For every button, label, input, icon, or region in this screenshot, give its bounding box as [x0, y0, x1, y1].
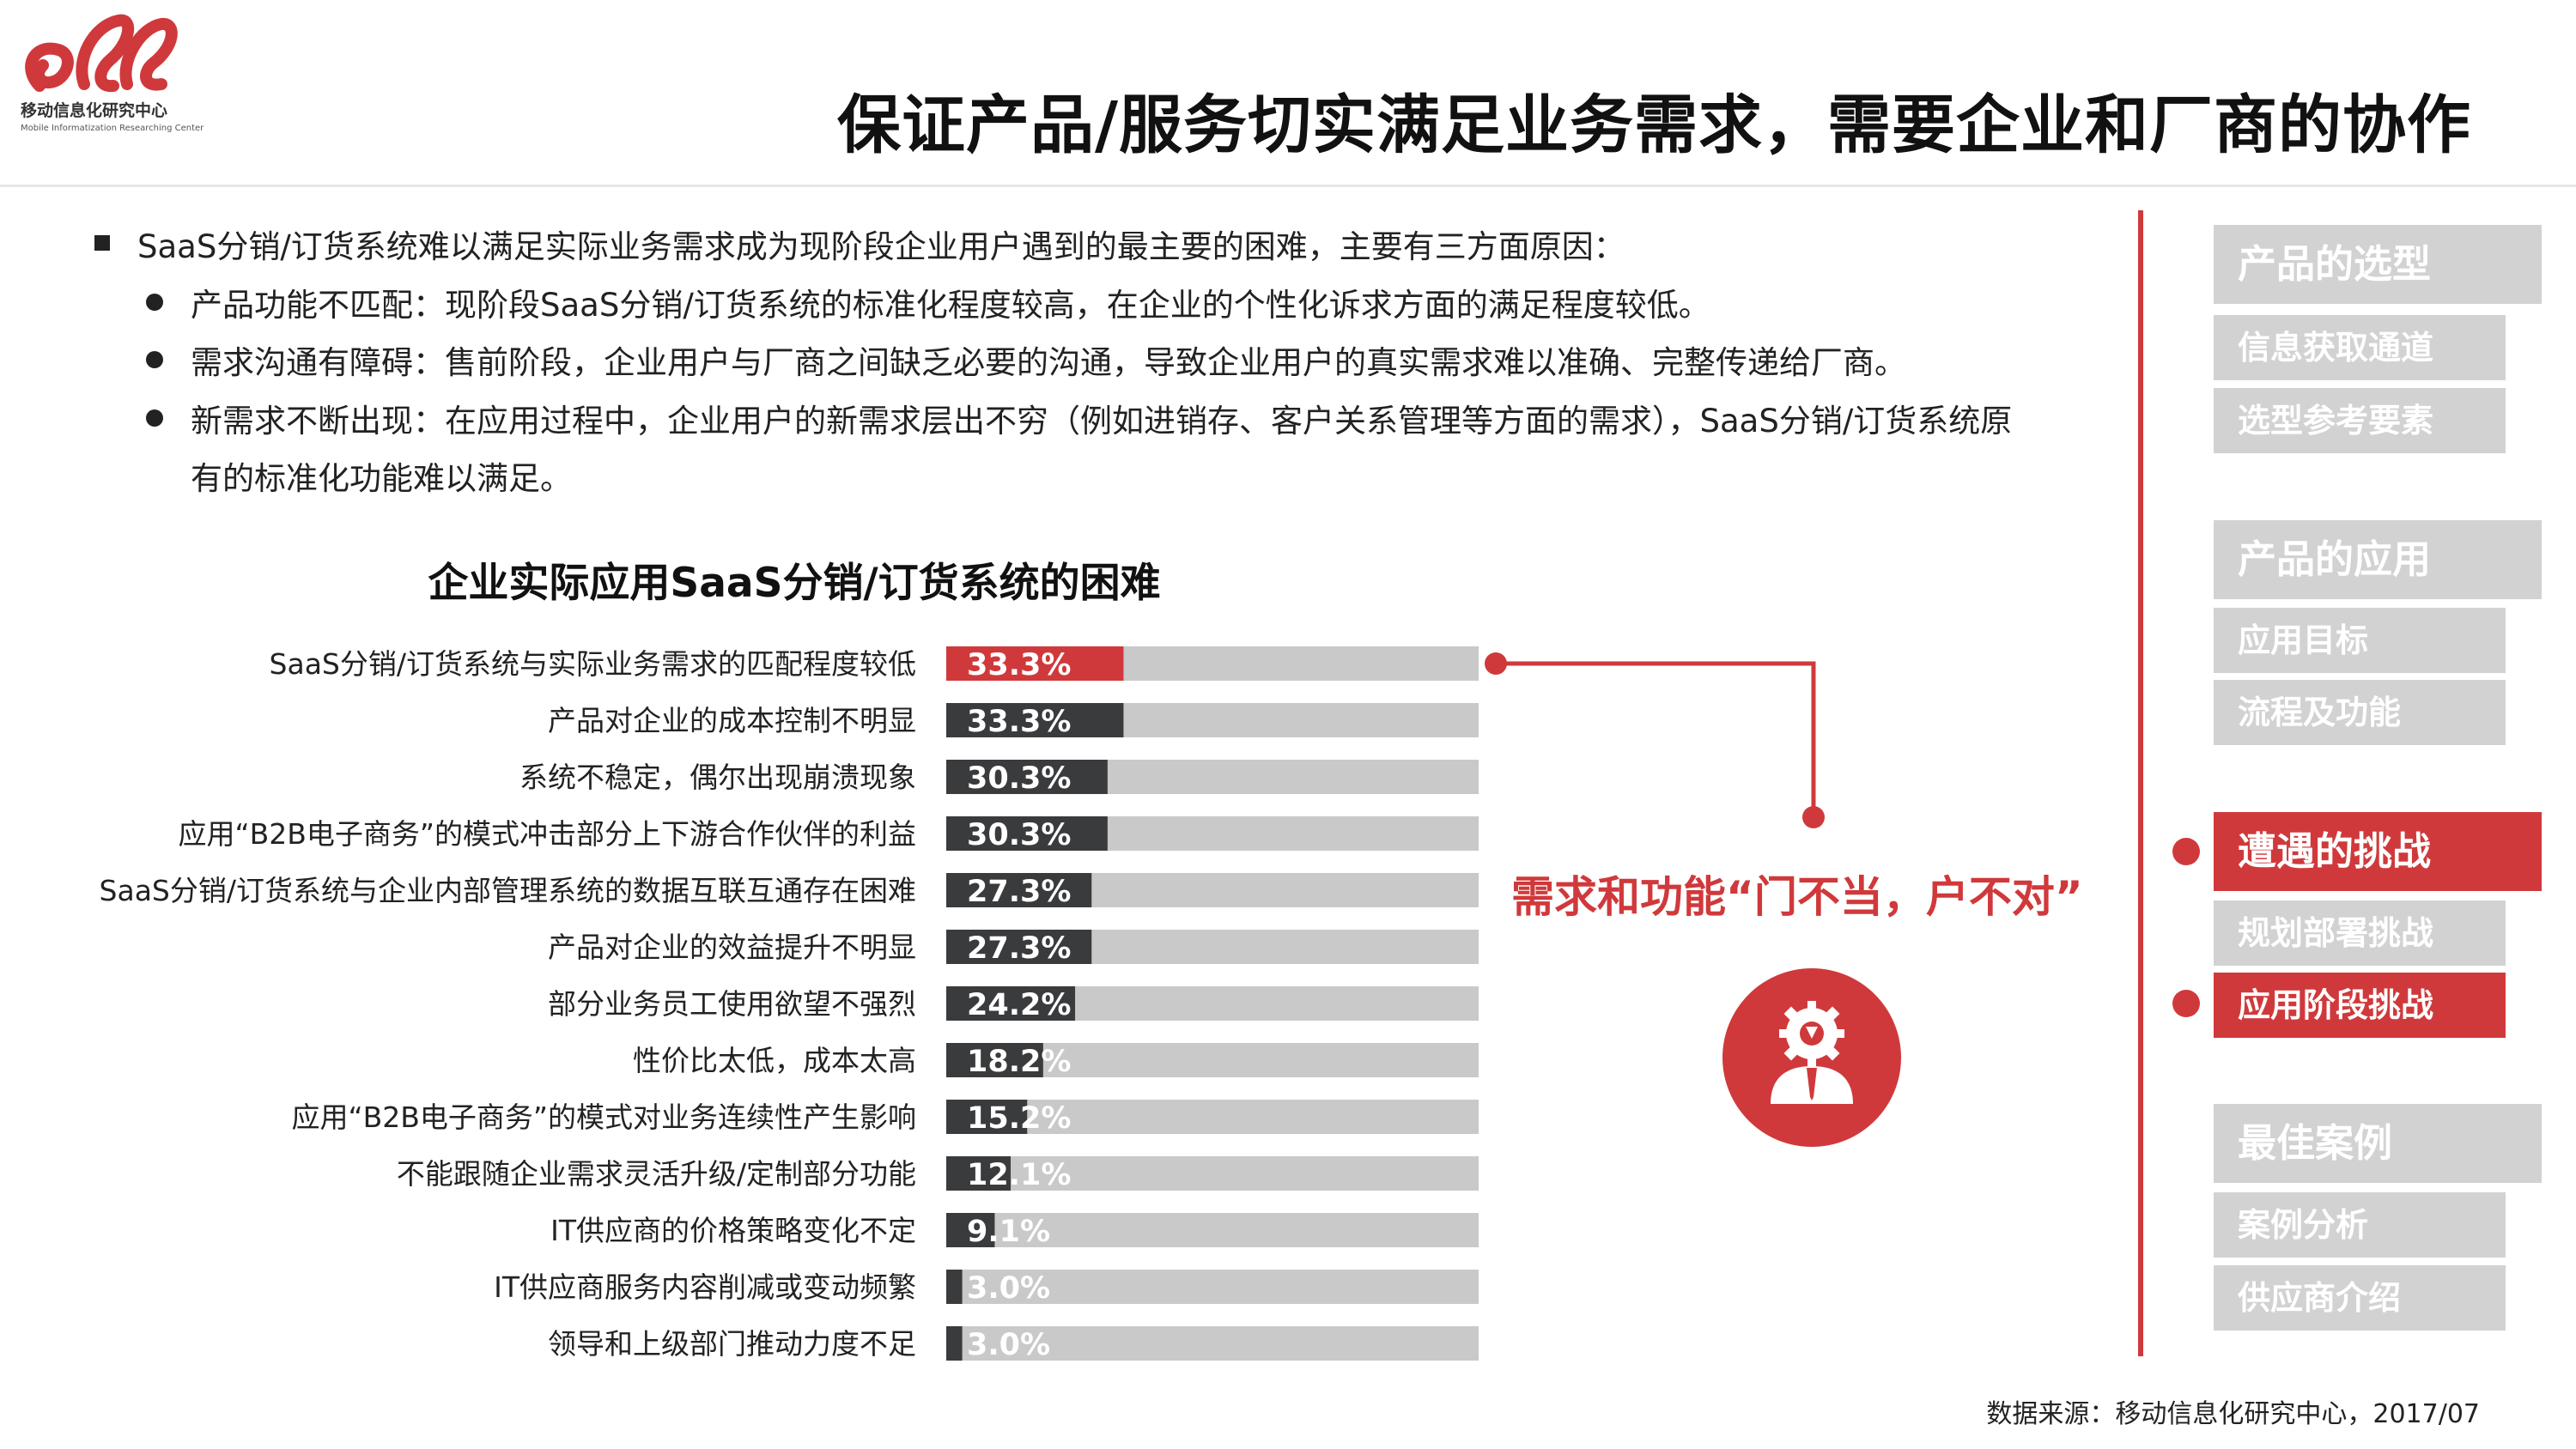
active-indicator-dot [2172, 838, 2200, 865]
callout-connector [1485, 652, 1825, 828]
bar-value-label: 12.1% [967, 1158, 1071, 1192]
org-name: 移动信息化研究中心 [21, 101, 168, 120]
bar-value-label: 30.3% [967, 818, 1071, 852]
bar-value-label: 9.1% [967, 1215, 1050, 1249]
bar [946, 873, 1092, 907]
category-label: IT供应商服务内容削减或变动频繁 [494, 1270, 916, 1304]
category-label: IT供应商的价格策略变化不定 [550, 1214, 916, 1247]
category-label: 性价比太低，成本太高 [633, 1044, 916, 1077]
callout-line-path [1496, 661, 1816, 817]
bar-value-label: 33.3% [967, 648, 1071, 682]
bar [946, 1043, 1043, 1077]
nav-item-process-functions[interactable]: 流程及功能 [2214, 680, 2506, 745]
category-label: SaaS分销/订货系统与实际业务需求的匹配程度较低 [270, 647, 916, 681]
nav-item-application-goals[interactable]: 应用目标 [2214, 608, 2506, 673]
callout-text: 需求和功能“门不当，户不对” [1511, 872, 2083, 922]
bar-track [946, 1156, 1479, 1191]
bar-value-label: 3.0% [967, 1328, 1050, 1362]
category-label: SaaS分销/订货系统与企业内部管理系统的数据互联互通存在困难 [100, 874, 916, 907]
bar-value-label: 18.2% [967, 1045, 1071, 1079]
nav-item-deployment-challenges[interactable]: 规划部署挑战 [2214, 900, 2506, 966]
gear-person-icon [1722, 968, 1901, 1147]
bar-chart: SaaS分销/订货系统与实际业务需求的匹配程度较低 33.3% 产品对企业的成本控制… [100, 646, 1825, 1362]
nav-item-application-stage-challenges[interactable]: 应用阶段挑战 [2214, 973, 2506, 1038]
nav-section-challenges[interactable]: 遭遇的挑战 [2214, 812, 2542, 891]
bar [946, 1100, 1028, 1134]
intro-bullet: 产品功能不匹配：现阶段SaaS分销/订货系统的标准化程度较高，在企业的个性化诉求… [191, 287, 1710, 324]
bar [946, 1156, 1012, 1191]
category-label: 应用“B2B电子商务”的模式对业务连续性产生影响 [292, 1100, 916, 1134]
bar-track [946, 1326, 1479, 1361]
bar-track [946, 1270, 1479, 1304]
nav-item-selection-factors[interactable]: 选型参考要素 [2214, 388, 2506, 453]
nav-section-best-cases[interactable]: 最佳案例 [2214, 1104, 2542, 1183]
nav-item-case-analysis[interactable]: 案例分析 [2214, 1192, 2506, 1258]
intro-lead: SaaS分销/订货系统难以满足实际业务需求成为现阶段企业用户遇到的最主要的困难，… [137, 228, 1625, 265]
intro-bullet: 需求沟通有障碍：售前阶段，企业用户与厂商之间缺乏必要的沟通，导致企业用户的真实需… [191, 344, 1906, 381]
nav-item-vendor-intro[interactable]: 供应商介绍 [2214, 1265, 2506, 1331]
category-label: 部分业务员工使用欲望不强烈 [548, 987, 916, 1021]
category-label: 产品对企业的效益提升不明显 [548, 931, 916, 964]
bar-track [946, 1100, 1479, 1134]
category-label: 不能跟随企业需求灵活升级/定制部分功能 [397, 1157, 916, 1191]
bar-track [946, 1213, 1479, 1247]
chart-bars-group: SaaS分销/订货系统与实际业务需求的匹配程度较低 33.3% 产品对企业的成本控制… [100, 646, 1479, 1362]
bar-value-label: 15.2% [967, 1101, 1071, 1136]
nav-section-product-application[interactable]: 产品的应用 [2214, 520, 2542, 599]
bar [946, 986, 1076, 1021]
nav-divider [2138, 210, 2143, 1356]
bar-value-label: 3.0% [967, 1271, 1050, 1306]
brand-logo: 移动信息化研究中心 Mobile Informatization Researc… [21, 9, 222, 137]
nav-section-product-selection[interactable]: 产品的选型 [2214, 225, 2542, 304]
bar [946, 816, 1108, 851]
bullet-dot-icon [146, 351, 163, 368]
bar-value-label: 33.3% [967, 705, 1071, 739]
bar [946, 930, 1092, 964]
category-label: 系统不稳定，偶尔出现崩溃现象 [519, 761, 916, 794]
square-bullet-icon [94, 235, 110, 251]
bullet-dot-icon [146, 294, 163, 311]
org-name-en: Mobile Informatization Researching Cente… [21, 124, 204, 133]
bar [946, 1326, 963, 1361]
bar [946, 703, 1124, 737]
category-label: 应用“B2B电子商务”的模式冲击部分上下游合作伙伴的利益 [179, 817, 916, 851]
bar-value-label: 27.3% [967, 875, 1071, 909]
data-source: 数据来源：移动信息化研究中心，2017/07 [1986, 1399, 2480, 1429]
chart-title: 企业实际应用SaaS分销/订货系统的困难 [428, 560, 1161, 607]
page-title: 保证产品/服务切实满足业务需求，需要企业和厂商的协作 [837, 88, 2472, 162]
gear-person-graphic [1771, 1001, 1853, 1104]
bar-value-label: 24.2% [967, 988, 1071, 1022]
category-label: 产品对企业的成本控制不明显 [548, 704, 916, 737]
logo-mark [25, 14, 178, 93]
bar-value-label: 27.3% [967, 931, 1071, 966]
title-divider [0, 185, 2576, 187]
intro-bullet-continuation: 有的标准化功能难以满足。 [191, 460, 572, 497]
bar [946, 1270, 963, 1304]
active-indicator-dot [2172, 990, 2200, 1017]
bullet-dot-icon [146, 409, 163, 427]
bar [946, 1213, 995, 1247]
category-label: 领导和上级部门推动力度不足 [548, 1327, 916, 1361]
bar-value-label: 30.3% [967, 761, 1071, 796]
bar [946, 760, 1108, 794]
nav-item-info-channels[interactable]: 信息获取通道 [2214, 315, 2506, 380]
bar-highlighted [946, 646, 1124, 681]
callout-end-dot [1802, 806, 1825, 828]
intro-bullet: 新需求不断出现：在应用过程中，企业用户的新需求层出不穷（例如进销存、客户关系管理… [191, 403, 2013, 440]
